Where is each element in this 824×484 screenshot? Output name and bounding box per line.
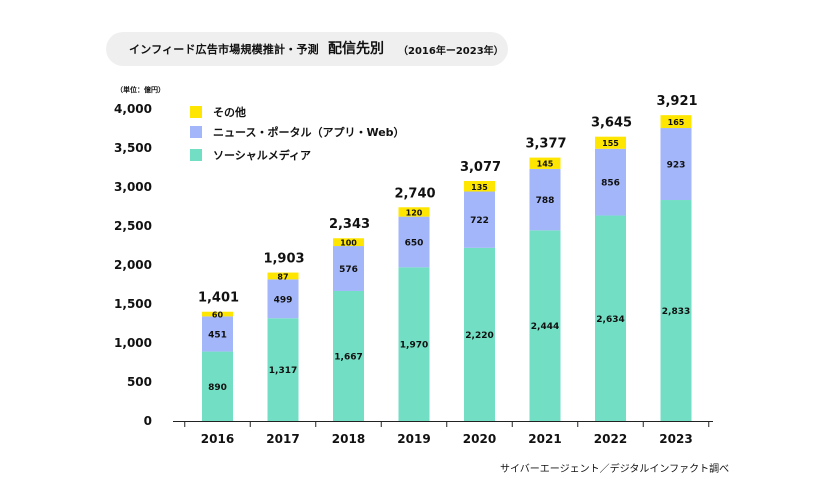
data-label: 650 <box>405 238 424 248</box>
bar-segment-social <box>529 230 561 421</box>
legend-label: その他 <box>213 105 246 119</box>
bar-segment-news <box>267 279 299 319</box>
x-tick-label: 2017 <box>266 432 299 446</box>
bar-segment-news <box>464 191 495 248</box>
x-tick-label: 2021 <box>528 432 561 446</box>
data-label: 2,634 <box>596 315 624 325</box>
bar-segment-news <box>529 168 561 231</box>
data-label: 856 <box>601 179 620 189</box>
total-label: 1,401 <box>198 291 239 306</box>
data-label: 1,970 <box>400 341 428 351</box>
bar-segment-other <box>333 238 364 247</box>
data-label: 499 <box>274 295 293 305</box>
total-label: 2,740 <box>394 186 435 201</box>
bar-segment-social <box>398 267 430 421</box>
legend-swatch <box>190 149 202 161</box>
data-label: 576 <box>339 265 358 275</box>
bar-segment-other <box>398 207 430 217</box>
bar-segment-social <box>333 290 364 421</box>
data-label: 1,667 <box>334 352 362 362</box>
data-label: 60 <box>212 311 224 320</box>
data-label: 165 <box>668 118 685 127</box>
bar-segment-news <box>398 216 430 268</box>
x-tick-label: 2016 <box>201 432 234 446</box>
x-tick-label: 2018 <box>332 432 365 446</box>
y-tick-label: 4,000 <box>114 102 152 116</box>
total-label: 3,645 <box>591 116 632 131</box>
legend-swatch <box>190 106 202 118</box>
source-note: サイバーエージェント／デジタルインファクト調べ <box>500 464 730 475</box>
y-tick-label: 3,000 <box>114 180 152 194</box>
bar-segment-social <box>595 215 626 421</box>
y-tick-label: 1,500 <box>114 297 152 311</box>
data-label: 1,317 <box>269 366 297 376</box>
legend-label: ニュース・ポータル（アプリ・Web） <box>213 125 405 139</box>
bar-segment-social <box>267 318 299 421</box>
bar-segment-news <box>595 148 626 216</box>
total-label: 3,077 <box>460 160 501 175</box>
data-label: 890 <box>208 383 227 393</box>
bar-segment-social <box>464 247 495 421</box>
title-banner <box>106 32 508 66</box>
y-tick-label: 0 <box>144 414 152 428</box>
data-label: 722 <box>470 216 489 226</box>
data-label: 155 <box>602 139 619 148</box>
x-tick-label: 2022 <box>594 432 627 446</box>
total-label: 3,921 <box>656 94 697 109</box>
bar-segment-other <box>660 115 692 129</box>
x-tick-label: 2023 <box>659 432 692 446</box>
data-label: 135 <box>471 183 488 192</box>
chart-subtitle: 配信先別 <box>328 41 384 57</box>
bar-segment-other <box>267 272 299 280</box>
x-tick-label: 2019 <box>397 432 430 446</box>
y-tick-label: 1,000 <box>114 336 152 350</box>
bar-segment-news <box>660 128 692 201</box>
bar-segment-social <box>202 351 233 421</box>
bar-segment-news <box>333 246 364 291</box>
y-tick-label: 2,000 <box>114 258 152 272</box>
bar-segment-other <box>595 136 626 149</box>
data-label: 451 <box>208 330 227 340</box>
data-label: 145 <box>537 160 554 169</box>
legend-swatch <box>190 126 202 138</box>
data-label: 87 <box>277 272 288 281</box>
x-tick-label: 2020 <box>463 432 496 446</box>
bar-segment-other <box>202 311 233 317</box>
data-label: 2,220 <box>465 331 493 341</box>
y-tick-label: 3,500 <box>114 141 152 155</box>
y-tick-label: 2,500 <box>114 219 152 233</box>
data-label: 923 <box>667 161 686 171</box>
data-label: 788 <box>536 196 555 206</box>
total-label: 2,343 <box>329 217 370 232</box>
unit-label: （単位：億円） <box>116 86 165 94</box>
data-label: 2,833 <box>662 307 690 317</box>
bar-segment-social <box>660 200 692 421</box>
bar-segment-other <box>529 157 561 169</box>
data-label: 120 <box>406 208 423 217</box>
legend-label: ソーシャルメディア <box>213 148 311 162</box>
data-label: 100 <box>340 239 357 248</box>
total-label: 1,903 <box>263 252 304 267</box>
total-label: 3,377 <box>525 137 566 152</box>
bar-segment-other <box>464 180 495 192</box>
data-label: 2,444 <box>531 322 559 332</box>
chart-year-range: （2016年ー2023年） <box>398 46 504 57</box>
bar-segment-news <box>202 316 233 352</box>
y-tick-label: 500 <box>127 375 152 389</box>
chart-title: インフィード広告市場規模推計・予測 <box>129 43 319 56</box>
